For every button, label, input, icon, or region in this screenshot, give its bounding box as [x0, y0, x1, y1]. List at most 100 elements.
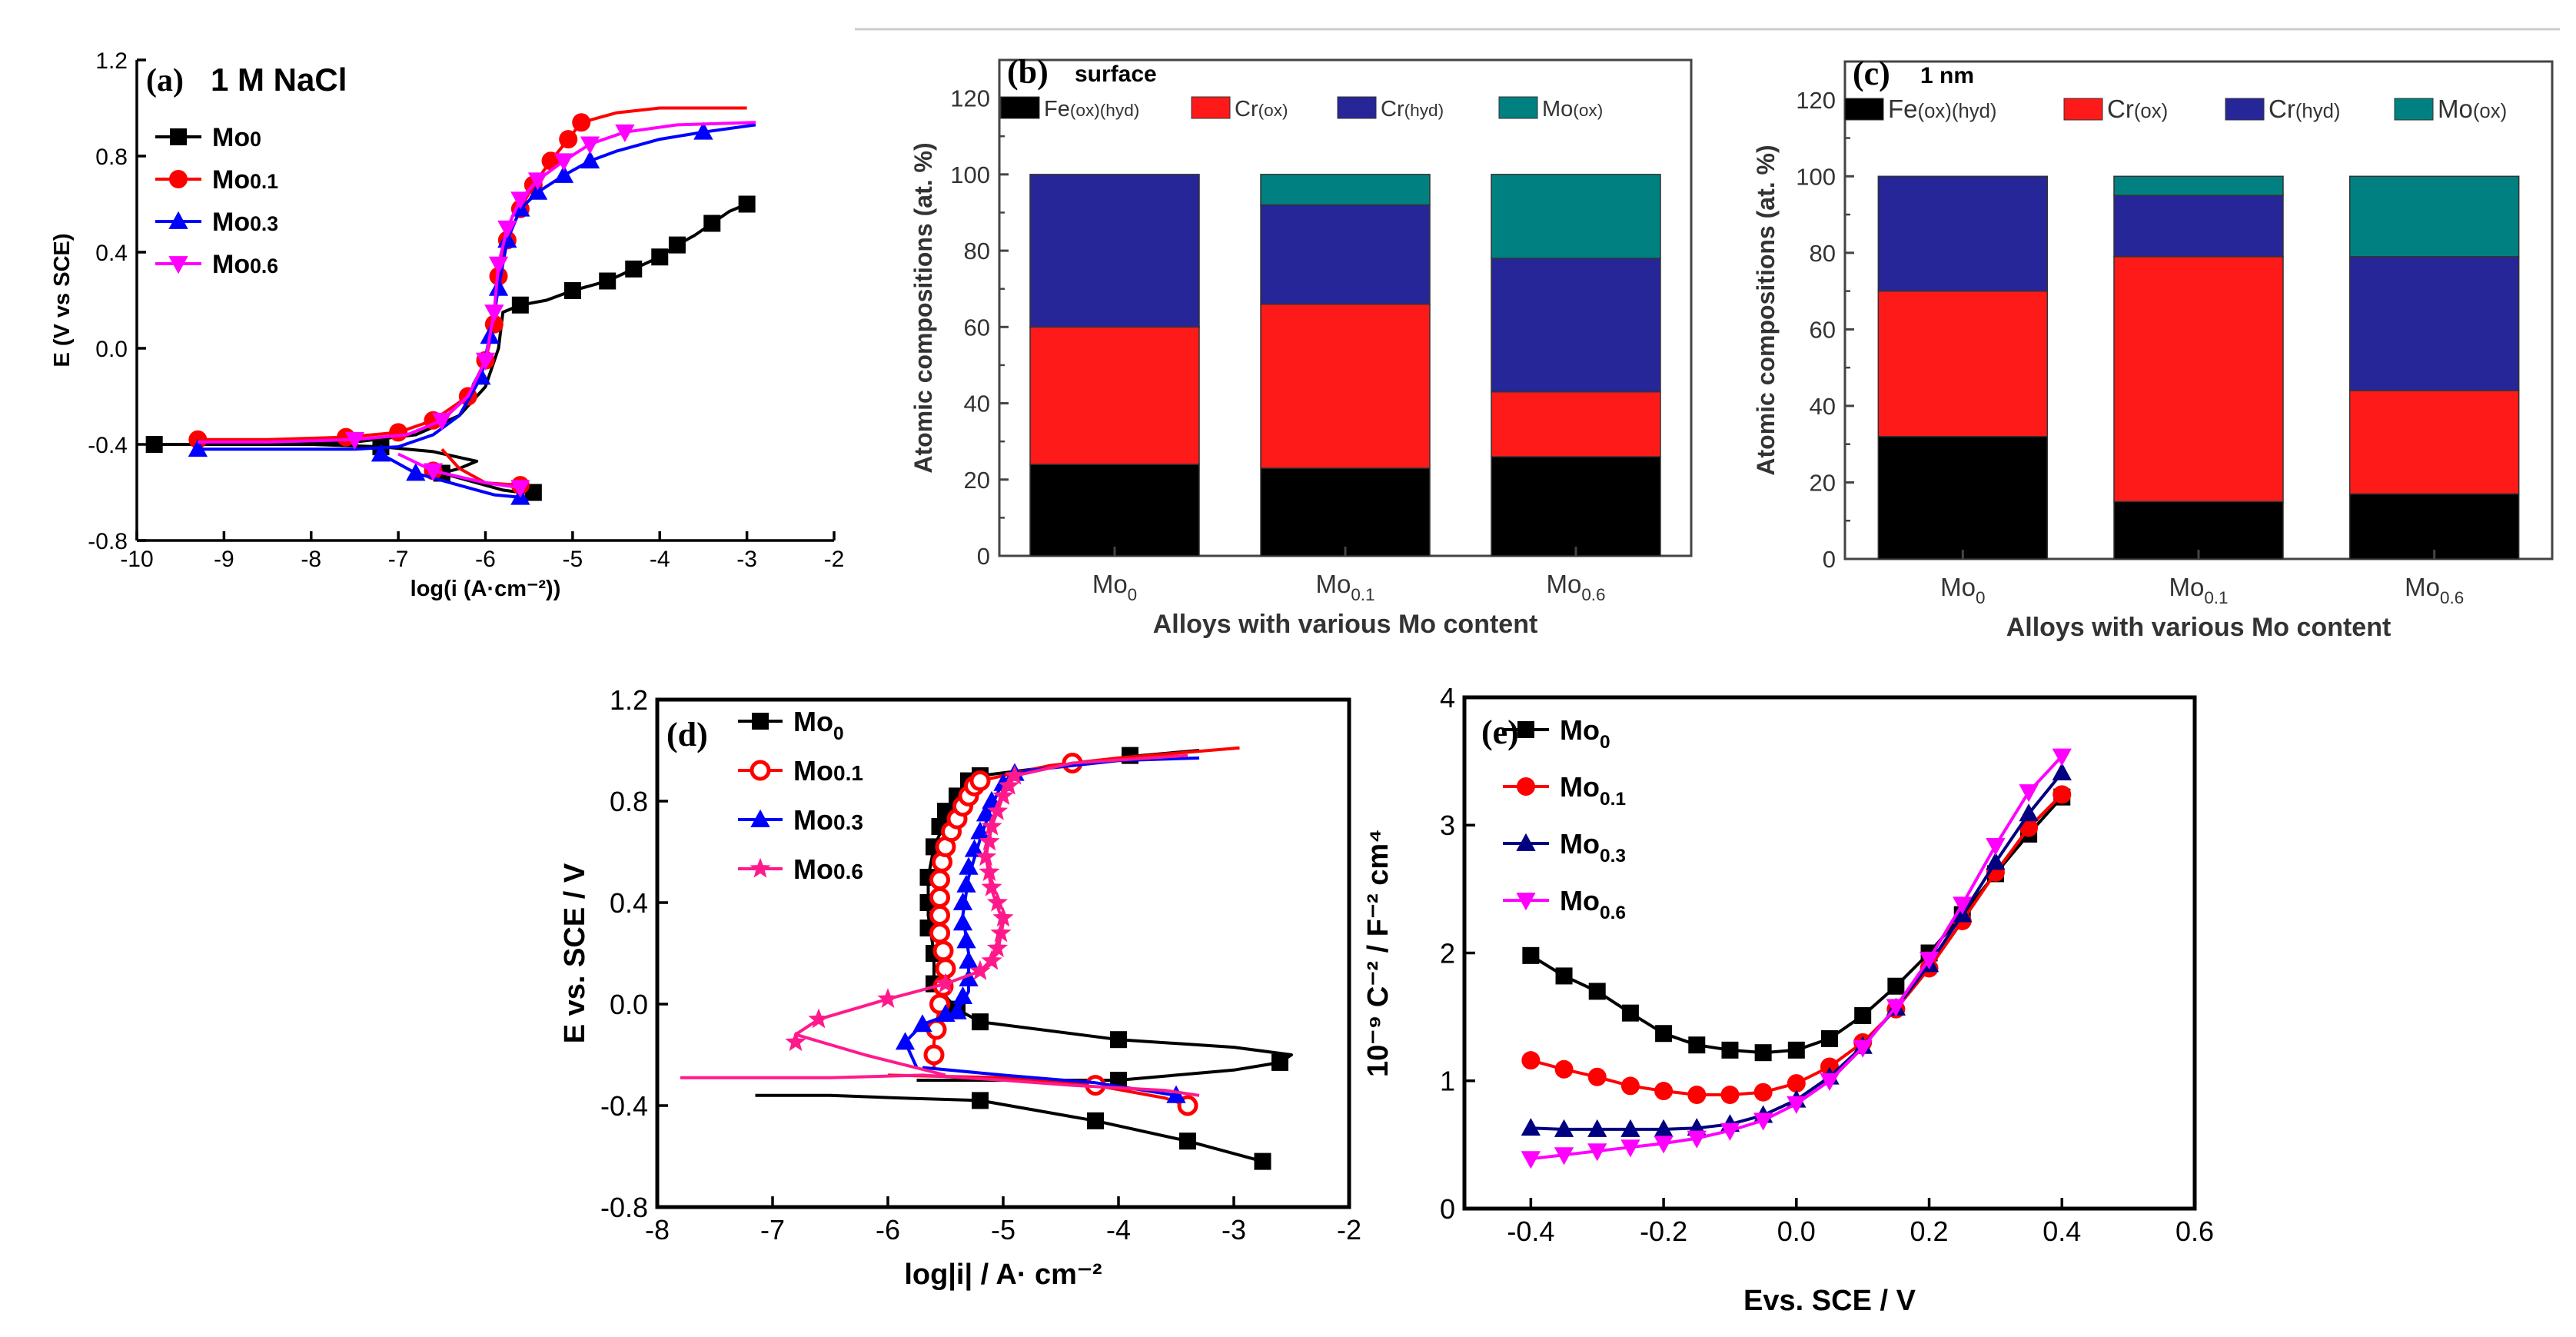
e-series-0-marker: [1821, 1029, 1838, 1047]
b-legend-label-sub: (ox): [1258, 101, 1288, 120]
a-series-3-marker: [484, 304, 504, 323]
d-legend-label-base: Mo: [793, 755, 833, 787]
b-legend-swatch: [1498, 96, 1538, 119]
d-series-2-marker: [895, 1032, 916, 1050]
d-panel-label: (d): [666, 716, 708, 753]
c-y-tick-label: 0: [1823, 546, 1836, 573]
d-series-3-marker: [808, 1008, 829, 1029]
c-bar-2-seg-0: [2348, 493, 2520, 560]
d-x-tick-label: -5: [991, 1214, 1015, 1246]
a-series-3-marker: [432, 412, 452, 431]
d-series-3-marker: [1004, 764, 1025, 785]
d-series-0-marker: [1179, 1132, 1196, 1150]
d-series-2-marker: [952, 892, 973, 910]
d-y-tick-label: 0.8: [610, 786, 648, 817]
e-series-0-marker: [1754, 1044, 1772, 1062]
d-series-3-marker: [992, 906, 1014, 927]
a-legend-label-base: Mo: [212, 123, 250, 152]
a-legend-label-base: Mo: [212, 165, 250, 195]
c-panel-label: (c): [1853, 55, 1890, 92]
c-x-tick-label: Mo0.1: [2169, 573, 2228, 607]
e-x-tick-label: -0.2: [1640, 1216, 1687, 1247]
d-series-1-marker: [923, 1044, 945, 1066]
c-x-tick-label-sub: 0: [1976, 588, 1985, 607]
a-y-tick-label: 0.4: [95, 241, 128, 266]
a-series-3-marker: [497, 220, 517, 238]
d-y-tick-label: 0.4: [610, 887, 648, 919]
b-x-tick-label-base: Mo: [1092, 570, 1128, 598]
e-series-2-marker: [1986, 852, 2006, 870]
a-series-0-marker: [599, 272, 617, 290]
a-series-3-marker: [580, 136, 600, 155]
e-series-3-marker: [1554, 1147, 1574, 1166]
b-y-axis-label: Atomic compositions (at. %): [909, 142, 937, 473]
d-series-3-marker: [981, 876, 1002, 896]
c-x-tick-label-base: Mo: [2405, 573, 2440, 601]
d-series-3-marker: [979, 830, 1000, 851]
d-series-3-marker: [992, 785, 1014, 805]
d-series-3-marker: [990, 922, 1012, 943]
a-series-2-marker: [527, 181, 548, 200]
e-series-3-marker: [1654, 1136, 1674, 1154]
e-series-1-marker: [1720, 1086, 1740, 1105]
e-legend-label-sub: 0.6: [1600, 903, 1626, 923]
e-series-1-marker: [1554, 1059, 1574, 1079]
b-legend-swatch: [1000, 96, 1040, 119]
d-legend-label: Mo0.3: [793, 804, 863, 836]
e-series-2-marker: [2052, 762, 2072, 780]
e-series-3-marker: [1986, 837, 2006, 856]
e-series-0-marker: [1621, 1004, 1639, 1022]
a-y-tick-label: 1.2: [95, 48, 128, 74]
panel-a-chart: -10 -9 -8 -7 -6 -5 -4 -3 -2 -0.8 -0.4 0.0 0.4 0.8 1.2 l…: [50, 48, 844, 601]
c-x-tick-label: Mo0: [1940, 573, 1985, 607]
d-x-tick-label: -6: [876, 1214, 900, 1246]
a-x-tick-label: -8: [301, 547, 321, 572]
b-x-tick-label: Mo0: [1092, 570, 1137, 604]
d-series-2-marker: [912, 1014, 932, 1033]
a-series-0-marker: [738, 195, 756, 213]
a-panel-label: (a): [146, 63, 184, 98]
e-series-0-marker: [1555, 967, 1573, 985]
a-x-tick-label: -10: [120, 547, 153, 572]
d-legend-label: Mo0: [793, 706, 844, 744]
a-x-tick-label: -7: [388, 547, 409, 572]
c-x-tick-label-sub: 0.1: [2204, 588, 2228, 607]
d-series-2-marker: [959, 856, 979, 875]
e-series-0-marker: [1721, 1041, 1739, 1059]
e-series-3-marker: [1820, 1073, 1840, 1091]
d-y-axis-label: E vs. SCE / V: [559, 863, 591, 1043]
e-legend-label-base: Mo: [1560, 771, 1600, 803]
c-x-axis-label: Alloys with various Mo content: [2006, 613, 2392, 642]
b-x-tick-label: Mo0.1: [1315, 570, 1374, 604]
c-y-tick-label: 120: [1796, 87, 1836, 114]
d-series-0-marker: [1271, 1053, 1288, 1071]
e-panel-label: (e): [1481, 713, 1519, 751]
a-series-0-marker: [668, 236, 686, 254]
c-legend-label-base: Mo: [2438, 95, 2473, 123]
d-series-2-marker: [959, 968, 979, 986]
d-series-3-marker: [998, 774, 1020, 795]
d-y-tick-label: -0.8: [600, 1192, 648, 1223]
d-series-3-marker: [986, 800, 1009, 820]
c-legend-label: Fe(ox)(hyd): [1888, 95, 1996, 123]
d-legend-label-sub: 0: [833, 723, 844, 744]
b-bar-2-seg-3: [1491, 174, 1661, 259]
e-legend-label-base: Mo: [1560, 828, 1600, 860]
d-series-3-marker: [981, 815, 1002, 836]
e-series-2-marker: [1587, 1119, 1607, 1137]
a-series-0-marker: [703, 215, 721, 232]
a-series-3-marker: [527, 172, 548, 191]
e-series-0-marker: [1522, 946, 1540, 964]
d-series-0-marker: [972, 1092, 989, 1109]
a-legend-marker: [168, 211, 188, 229]
d-series-2-marker: [956, 874, 976, 893]
e-series-3-marker: [1853, 1039, 1873, 1058]
a-series-3-marker: [510, 480, 530, 498]
d-series-2-marker: [976, 803, 996, 822]
a-series-2-marker: [553, 165, 574, 183]
e-series-2-marker: [1620, 1119, 1640, 1137]
a-x-tick-label: -9: [214, 547, 234, 572]
b-legend-label-base: Cr: [1235, 97, 1258, 121]
e-legend-marker: [1517, 777, 1535, 796]
